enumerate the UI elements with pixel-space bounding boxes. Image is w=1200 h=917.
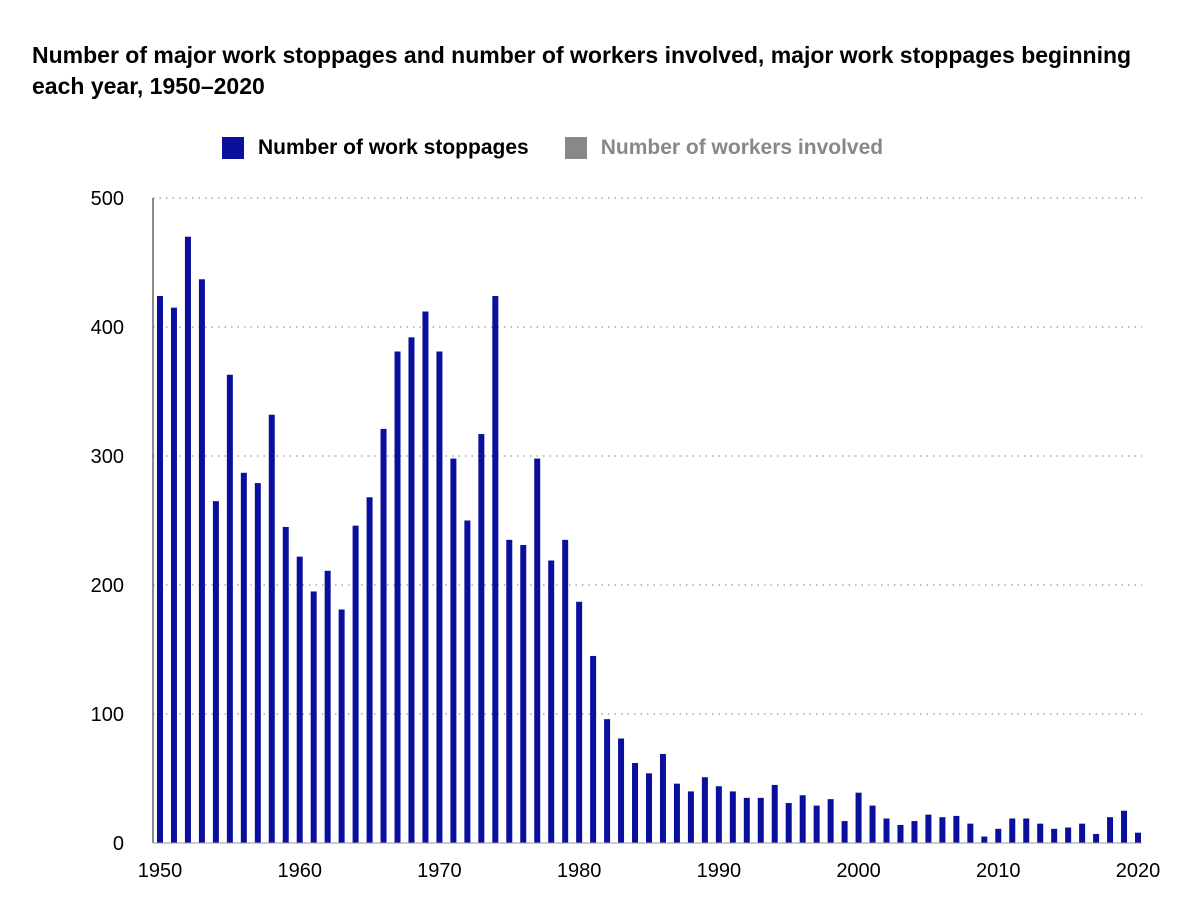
bar-1952[interactable] (184, 236, 191, 843)
bar-1981[interactable] (590, 655, 597, 843)
bar-1983[interactable] (618, 738, 625, 843)
x-tick-label: 1960 (277, 860, 322, 882)
legend: Number of work stoppages Number of worke… (222, 134, 919, 162)
bar-2002[interactable] (883, 818, 890, 843)
bar-1992[interactable] (743, 797, 750, 843)
bar-1990[interactable] (715, 786, 722, 843)
bar-2018[interactable] (1107, 817, 1114, 843)
bar-1958[interactable] (268, 414, 275, 843)
y-tick-label: 400 (91, 317, 124, 339)
bar-1994[interactable] (771, 784, 778, 843)
bar-1987[interactable] (673, 783, 680, 843)
gridlines (153, 197, 1142, 715)
bar-1991[interactable] (729, 791, 736, 843)
bar-1970[interactable] (436, 351, 443, 843)
chart-title: Number of major work stoppages and numbe… (32, 42, 1132, 99)
legend-label-work-stoppages: Number of work stoppages (258, 136, 529, 159)
bar-1969[interactable] (422, 311, 429, 843)
bar-1999[interactable] (841, 821, 848, 843)
bar-1951[interactable] (170, 307, 177, 843)
bar-1971[interactable] (450, 458, 457, 843)
bar-1973[interactable] (478, 434, 485, 843)
bar-1954[interactable] (212, 501, 219, 843)
bar-1962[interactable] (324, 570, 331, 843)
legend-item-workers-involved[interactable]: Number of workers involved (564, 136, 884, 160)
bar-2003[interactable] (897, 824, 904, 843)
x-axis-tick-labels: 1950 1960 1970 1980 1990 2000 2010 2020 (138, 860, 1161, 882)
bar-2000[interactable] (855, 792, 862, 843)
bar-1963[interactable] (338, 609, 345, 843)
bar-1996[interactable] (799, 795, 806, 843)
bar-1960[interactable] (296, 556, 303, 843)
bar-2013[interactable] (1037, 823, 1044, 843)
legend-item-work-stoppages[interactable]: Number of work stoppages (222, 136, 529, 160)
bar-2016[interactable] (1079, 823, 1086, 843)
bar-1957[interactable] (254, 483, 261, 843)
x-tick-label: 1990 (697, 860, 742, 882)
bar-1966[interactable] (380, 428, 387, 843)
bar-1984[interactable] (632, 763, 639, 843)
bar-1964[interactable] (352, 525, 359, 843)
x-tick-label: 1950 (138, 860, 183, 882)
y-axis-tick-labels: 0 100 200 300 400 500 (91, 188, 124, 855)
bar-2010[interactable] (995, 828, 1002, 843)
x-tick-label: 2000 (836, 860, 881, 882)
bar-1968[interactable] (408, 337, 415, 843)
legend-swatch-work-stoppages (222, 137, 244, 159)
bar-1995[interactable] (785, 803, 792, 843)
bar-1997[interactable] (813, 805, 820, 843)
bar-2015[interactable] (1065, 827, 1072, 843)
y-tick-label: 500 (91, 188, 124, 210)
bar-2017[interactable] (1093, 833, 1100, 843)
bar-1986[interactable] (659, 753, 666, 843)
bar-1950[interactable] (157, 296, 163, 843)
x-tick-label: 2020 (1116, 860, 1161, 882)
y-tick-label: 0 (113, 833, 124, 855)
x-tick-label: 1970 (417, 860, 462, 882)
bar-2007[interactable] (953, 815, 960, 843)
bar-2001[interactable] (869, 805, 876, 843)
bar-2014[interactable] (1051, 828, 1058, 843)
bar-1953[interactable] (198, 279, 205, 843)
bar-2009[interactable] (981, 836, 988, 843)
bar-1975[interactable] (506, 539, 513, 843)
y-tick-label: 100 (91, 704, 124, 726)
legend-swatch-workers-involved (564, 137, 587, 159)
bar-2020[interactable] (1135, 832, 1141, 843)
bar-2004[interactable] (911, 821, 918, 843)
bar-1982[interactable] (604, 719, 611, 843)
x-tick-label: 2010 (976, 860, 1021, 882)
bar-2019[interactable] (1121, 810, 1128, 843)
y-tick-label: 300 (91, 446, 124, 468)
bar-1985[interactable] (646, 773, 652, 843)
bar-1978[interactable] (548, 560, 555, 843)
bar-2012[interactable] (1023, 818, 1030, 843)
bar-1989[interactable] (701, 777, 708, 843)
y-tick-label: 200 (91, 575, 124, 597)
bar-1959[interactable] (282, 526, 289, 843)
bar-2006[interactable] (939, 817, 946, 843)
bar-1972[interactable] (464, 520, 471, 844)
bar-1980[interactable] (576, 601, 583, 843)
bar-1961[interactable] (310, 591, 317, 843)
bar-2008[interactable] (967, 823, 974, 843)
bar-1967[interactable] (394, 351, 401, 843)
bar-1974[interactable] (492, 296, 499, 843)
bar-2011[interactable] (1009, 818, 1016, 843)
bar-1993[interactable] (757, 797, 764, 843)
axes (152, 198, 1142, 844)
bar-1955[interactable] (226, 374, 233, 843)
bar-1956[interactable] (240, 472, 247, 843)
x-tick-label: 1980 (557, 860, 602, 882)
legend-label-workers-involved: Number of workers involved (600, 136, 884, 159)
bar-1977[interactable] (534, 458, 541, 843)
bar-1976[interactable] (520, 545, 527, 843)
bar-1979[interactable] (562, 539, 569, 843)
bar-1998[interactable] (827, 799, 834, 843)
bar-1965[interactable] (366, 497, 373, 843)
bars (157, 236, 1141, 844)
bar-1988[interactable] (687, 791, 694, 843)
bar-2005[interactable] (925, 814, 932, 843)
